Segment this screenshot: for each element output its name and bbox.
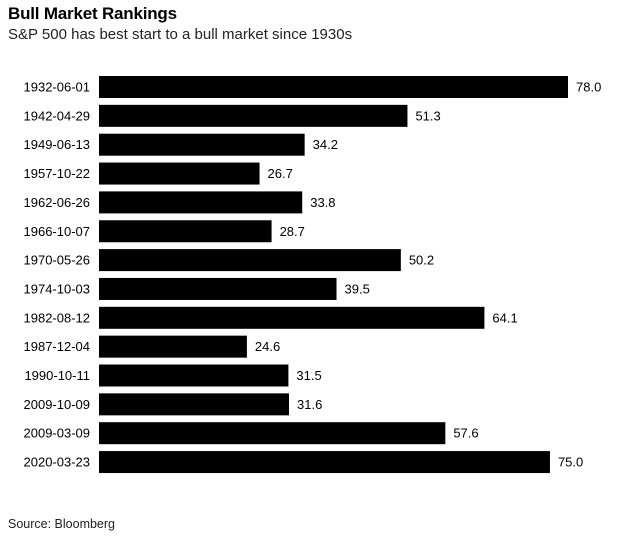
chart-title: Bull Market Rankings — [8, 4, 177, 23]
value-label: 31.5 — [296, 368, 321, 383]
bar — [99, 191, 303, 214]
category-label: 1987-12-04 — [24, 339, 91, 354]
bar — [99, 249, 401, 272]
chart-subtitle: S&P 500 has best start to a bull market … — [8, 26, 353, 43]
value-label: 34.2 — [313, 137, 338, 152]
value-label: 28.7 — [280, 224, 305, 239]
category-label: 2009-10-09 — [24, 397, 91, 412]
value-label: 57.6 — [453, 426, 478, 441]
source-note: Source: Bloomberg — [8, 517, 116, 531]
bar — [99, 335, 247, 358]
category-label: 2009-03-09 — [24, 426, 91, 441]
bar — [99, 364, 289, 387]
bar — [99, 306, 485, 329]
category-label: 1966-10-07 — [24, 224, 91, 239]
value-label: 78.0 — [576, 80, 601, 95]
bar — [99, 451, 550, 474]
category-label: 1990-10-11 — [24, 368, 90, 383]
category-label: 1982-08-12 — [24, 310, 91, 325]
bar — [99, 76, 568, 98]
bar — [99, 393, 290, 416]
category-label: 1942-04-29 — [24, 108, 91, 123]
bar — [99, 133, 305, 156]
category-label: 1932-06-01 — [24, 80, 91, 95]
value-label: 24.6 — [255, 339, 280, 354]
category-label: 1970-05-26 — [24, 253, 91, 268]
category-label: 2020-03-23 — [24, 455, 91, 470]
category-label: 1962-06-26 — [24, 195, 91, 210]
value-label: 64.1 — [492, 310, 517, 325]
bar — [99, 277, 337, 300]
value-label: 75.0 — [558, 455, 583, 470]
value-label: 51.3 — [415, 108, 440, 123]
category-label: 1957-10-22 — [24, 166, 91, 181]
value-label: 31.6 — [297, 397, 322, 412]
value-label: 50.2 — [409, 253, 434, 268]
category-label: 1949-06-13 — [24, 137, 91, 152]
value-label: 26.7 — [268, 166, 293, 181]
bar — [99, 220, 272, 243]
bar — [99, 162, 260, 185]
value-label: 39.5 — [345, 281, 370, 296]
bar — [99, 104, 408, 127]
bar — [99, 422, 446, 445]
value-label: 33.8 — [310, 195, 335, 210]
category-label: 1974-10-03 — [24, 281, 91, 296]
